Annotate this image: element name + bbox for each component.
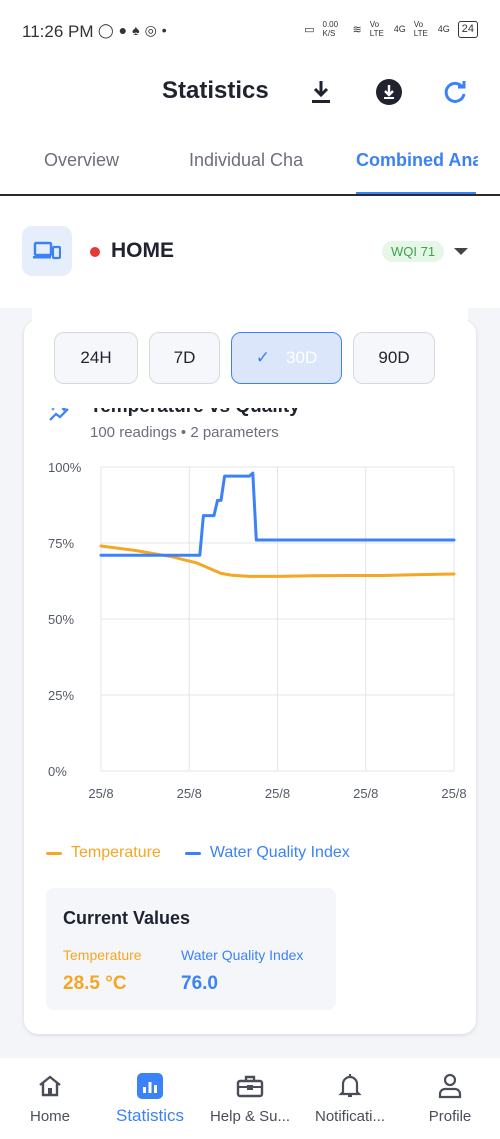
nav-profile[interactable]: Profile bbox=[400, 1058, 500, 1139]
current-temperature-label: Temperature bbox=[63, 947, 142, 963]
app-bar: Statistics bbox=[0, 62, 500, 122]
y-tick-label: 75% bbox=[48, 536, 74, 551]
home-icon bbox=[36, 1072, 64, 1100]
current-wqi-label: Water Quality Index bbox=[181, 947, 304, 963]
y-tick-label: 100% bbox=[48, 460, 82, 475]
legend-label-temperature: Temperature bbox=[71, 844, 161, 861]
legend-swatch-wqi bbox=[184, 851, 201, 855]
toolbox-icon bbox=[236, 1072, 264, 1100]
x-tick-label: 25/8 bbox=[353, 786, 378, 801]
download-circle-icon[interactable] bbox=[371, 74, 407, 110]
instagram-icon: ◎ bbox=[144, 22, 162, 38]
line-chart: 0% 25% 50% 75% 100% 25/8 25/8 25/8 25/8 25/8 bbox=[48, 460, 467, 801]
status-time: 11:26 PM bbox=[22, 22, 94, 41]
current-temperature-value: 28.5 °C bbox=[63, 973, 127, 994]
chart-card: Temperature vs Quality 100 readings • 2 … bbox=[24, 320, 476, 1034]
y-tick-label: 25% bbox=[48, 688, 74, 703]
bell-icon bbox=[336, 1072, 364, 1100]
nav-help-support-label: Help & Su... bbox=[209, 1108, 291, 1125]
system-icons: ▭ 0.00 K/S ≋ Vo LTE 4G Vo LTE 4G 24 bbox=[304, 20, 478, 38]
series-line-temperature bbox=[99, 544, 456, 578]
range-90d-button[interactable]: 90D bbox=[353, 332, 435, 384]
devices-icon bbox=[22, 226, 72, 276]
nav-statistics[interactable]: Statistics bbox=[100, 1058, 200, 1139]
x-tick-label: 25/8 bbox=[88, 786, 113, 801]
range-7d-label: 7D bbox=[173, 348, 196, 367]
legend-label-wqi: Water Quality Index bbox=[209, 844, 350, 861]
trend-sparkle-icon bbox=[48, 404, 72, 430]
tab-combined-analysis[interactable]: Combined Ana bbox=[356, 150, 478, 170]
tab-overview[interactable]: Overview bbox=[44, 150, 120, 170]
range-24h-button[interactable]: 24H bbox=[54, 332, 138, 384]
status-bar: 11:26 PM ◯●♠◎• ▭ 0.00 K/S ≋ Vo LTE 4G Vo… bbox=[0, 0, 500, 62]
tab-individual-charts[interactable]: Individual Cha bbox=[189, 150, 304, 170]
signal-label-4: 4G bbox=[437, 24, 450, 34]
tab-bar: Overview Individual Cha Combined Ana bbox=[0, 122, 500, 196]
check-icon: ✓ bbox=[255, 348, 271, 367]
bar-chart-icon bbox=[136, 1072, 164, 1100]
notification-icons: ◯●♠◎• bbox=[98, 22, 172, 39]
nav-statistics-label: Statistics bbox=[115, 1106, 185, 1125]
series-line-wqi bbox=[99, 471, 456, 557]
range-7d-button[interactable]: 7D bbox=[149, 332, 220, 384]
device-status-dot bbox=[90, 247, 100, 257]
bottom-navigation: Home Statistics Help & Su... Notificati.… bbox=[0, 1058, 500, 1139]
nav-profile-label: Profile bbox=[428, 1108, 472, 1125]
nav-home[interactable]: Home bbox=[0, 1058, 100, 1139]
nav-home-label: Home bbox=[29, 1108, 70, 1125]
range-30d-label: 30D bbox=[286, 348, 318, 367]
chart-legend: Temperature Water Quality Index bbox=[46, 844, 350, 862]
page-title: Statistics bbox=[162, 77, 269, 104]
signal-label-1: Vo LTE bbox=[369, 20, 384, 38]
device-selector[interactable]: HOME WQI 71 bbox=[0, 196, 500, 308]
person-icon bbox=[436, 1072, 464, 1100]
dot-icon: • bbox=[161, 22, 172, 38]
facebook-icon: ● bbox=[118, 22, 133, 38]
signal-label-2: 4G bbox=[393, 24, 406, 34]
cast-icon: ▭ bbox=[304, 23, 315, 36]
chart-subtitle: 100 readings • 2 parameters bbox=[90, 424, 279, 441]
nav-notifications-label: Notificati... bbox=[314, 1108, 386, 1125]
chevron-down-icon[interactable] bbox=[454, 248, 468, 255]
nav-help-support[interactable]: Help & Su... bbox=[200, 1058, 300, 1139]
net-speed: 0.00 K/S bbox=[322, 20, 339, 38]
device-name: HOME bbox=[111, 239, 174, 262]
legend-swatch-temperature bbox=[46, 851, 62, 855]
y-tick-label: 0% bbox=[48, 764, 67, 779]
x-tick-label: 25/8 bbox=[441, 786, 466, 801]
battery-icon: 24 bbox=[457, 20, 478, 38]
whatsapp-icon: ◯ bbox=[98, 22, 119, 38]
signal-label-3: Vo LTE bbox=[413, 20, 428, 38]
tab-indicator bbox=[356, 192, 476, 194]
nav-notifications[interactable]: Notificati... bbox=[300, 1058, 400, 1139]
x-tick-label: 25/8 bbox=[177, 786, 202, 801]
x-tick-label: 25/8 bbox=[265, 786, 290, 801]
range-24h-label: 24H bbox=[80, 348, 112, 367]
legend-item-temperature[interactable]: Temperature bbox=[46, 844, 161, 862]
range-30d-button[interactable]: ✓ 30D bbox=[231, 332, 342, 384]
bell-icon: ♠ bbox=[132, 22, 145, 38]
download-icon[interactable] bbox=[303, 74, 339, 110]
current-values-panel: Current Values Temperature 28.5 °C Water… bbox=[46, 888, 336, 1010]
current-values-heading: Current Values bbox=[63, 908, 191, 928]
time-range-selector: 24H 7D ✓ 30D 90D bbox=[32, 308, 468, 408]
y-tick-label: 50% bbox=[48, 612, 74, 627]
wqi-badge: WQI 71 bbox=[382, 241, 445, 262]
range-90d-label: 90D bbox=[378, 348, 410, 367]
legend-item-wqi[interactable]: Water Quality Index bbox=[184, 844, 350, 862]
refresh-icon[interactable] bbox=[437, 74, 473, 110]
wifi-icon: ≋ bbox=[352, 23, 362, 36]
current-wqi-value: 76.0 bbox=[181, 973, 218, 994]
